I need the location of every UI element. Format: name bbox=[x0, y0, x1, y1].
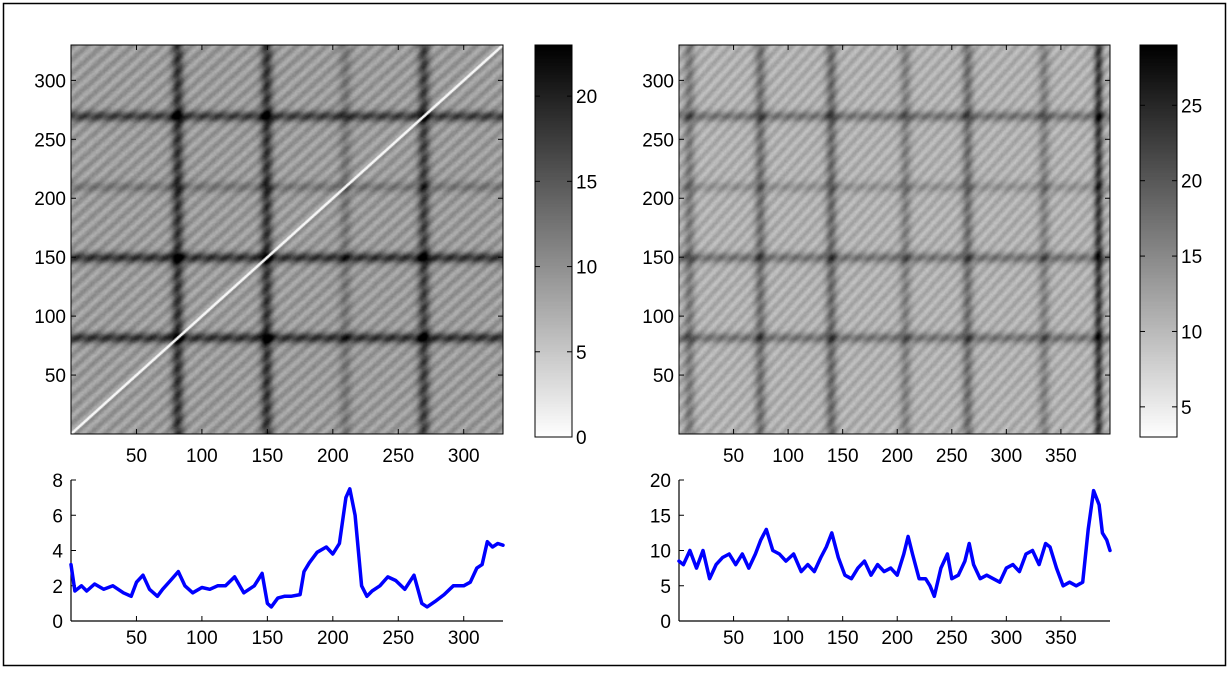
heatmap-right: 50 100 150 200 250 300 350 50 100 150 200 250 300 bbox=[642, 44, 1111, 467]
colorbar-tick-label: 20 bbox=[1181, 172, 1202, 193]
x-tick-label: 200 bbox=[317, 628, 349, 649]
y-tick-label: 150 bbox=[642, 248, 674, 269]
x-tick-label: 50 bbox=[126, 628, 147, 649]
y-tick-label: 300 bbox=[642, 71, 674, 92]
line-plot-right-series bbox=[677, 488, 1112, 599]
x-tick-label: 250 bbox=[936, 628, 968, 649]
colorbar-tick-label: 20 bbox=[576, 87, 597, 108]
heatmap-right-frame bbox=[678, 44, 1111, 435]
colorbar-tick-label: 0 bbox=[576, 428, 587, 449]
y-tick-label: 6 bbox=[52, 506, 63, 527]
y-tick-label: 200 bbox=[34, 189, 66, 210]
x-tick-label: 100 bbox=[186, 628, 218, 649]
x-tick-label: 300 bbox=[448, 628, 480, 649]
y-tick-label: 50 bbox=[653, 366, 674, 387]
colorbar-right: 5 10 15 20 25 bbox=[1139, 44, 1202, 438]
y-tick-label: 10 bbox=[650, 542, 671, 563]
colorbar-tick-label: 5 bbox=[576, 343, 587, 364]
colorbar-left-frame bbox=[534, 44, 573, 438]
x-tick-label: 150 bbox=[252, 628, 284, 649]
y-tick-label: 200 bbox=[642, 189, 674, 210]
colorbar-tick-label: 10 bbox=[576, 258, 597, 279]
x-tick-label: 200 bbox=[881, 446, 913, 467]
heatmap-left: 50 100 150 200 250 300 50 100 150 200 250 300 bbox=[34, 44, 504, 467]
x-tick-label: 300 bbox=[448, 446, 480, 467]
y-tick-label: 0 bbox=[660, 612, 671, 633]
colorbar-tick-label: 5 bbox=[1181, 398, 1192, 419]
x-tick-label: 250 bbox=[382, 628, 414, 649]
heatmap-left-ticks: 50 100 150 200 250 300 50 100 150 200 250 300 bbox=[34, 45, 503, 467]
y-tick-label: 15 bbox=[650, 506, 671, 527]
x-tick-label: 300 bbox=[990, 446, 1022, 467]
heatmap-right-image bbox=[679, 45, 1110, 434]
colorbar-tick-label: 10 bbox=[1181, 322, 1202, 343]
colorbar-left: 0 5 10 15 20 bbox=[534, 44, 597, 449]
x-tick-label: 100 bbox=[186, 446, 218, 467]
x-tick-label: 150 bbox=[827, 446, 859, 467]
line-plot-left-ticks: 50 100 150 200 250 300 0 2 4 6 8 bbox=[52, 471, 503, 649]
x-tick-label: 350 bbox=[1045, 446, 1077, 467]
colorbar-tick-label: 15 bbox=[576, 172, 597, 193]
colorbar-right-frame bbox=[1139, 44, 1178, 438]
x-tick-label: 100 bbox=[772, 628, 804, 649]
colorbar-right-image bbox=[1140, 45, 1177, 437]
x-tick-label: 200 bbox=[317, 446, 349, 467]
x-tick-label: 250 bbox=[382, 446, 414, 467]
line-plot-right: 50 100 150 200 250 300 350 0 5 10 15 20 bbox=[650, 471, 1112, 649]
colorbar-tick-label: 25 bbox=[1181, 96, 1202, 117]
colorbar-tick-label: 15 bbox=[1181, 247, 1202, 268]
x-tick-label: 300 bbox=[990, 628, 1022, 649]
line-plot-left: 50 100 150 200 250 300 0 2 4 6 8 bbox=[52, 471, 505, 649]
x-tick-label: 150 bbox=[252, 446, 284, 467]
y-tick-label: 5 bbox=[660, 577, 671, 598]
y-tick-label: 20 bbox=[650, 471, 671, 492]
y-tick-label: 50 bbox=[45, 366, 66, 387]
y-tick-label: 4 bbox=[52, 542, 63, 563]
heatmap-right-ticks: 50 100 150 200 250 300 350 50 100 150 200 250 300 bbox=[642, 45, 1110, 467]
y-tick-label: 100 bbox=[642, 307, 674, 328]
y-tick-label: 250 bbox=[642, 130, 674, 151]
heatmap-left-image bbox=[71, 45, 503, 434]
x-tick-label: 50 bbox=[723, 446, 744, 467]
line-plot-left-series bbox=[69, 487, 505, 609]
x-tick-label: 350 bbox=[1045, 628, 1077, 649]
y-tick-label: 250 bbox=[34, 130, 66, 151]
x-tick-label: 250 bbox=[936, 446, 968, 467]
y-tick-label: 100 bbox=[34, 307, 66, 328]
heatmap-left-frame bbox=[70, 44, 504, 435]
colorbar-left-ticks: 0 5 10 15 20 bbox=[535, 87, 597, 449]
y-tick-label: 8 bbox=[52, 471, 63, 492]
colorbar-right-ticks: 5 10 15 20 25 bbox=[1140, 96, 1202, 419]
y-tick-label: 0 bbox=[52, 612, 63, 633]
x-tick-label: 100 bbox=[772, 446, 804, 467]
line-plot-right-ticks: 50 100 150 200 250 300 350 0 5 10 15 20 bbox=[650, 471, 1110, 649]
colorbar-left-image bbox=[535, 45, 572, 437]
y-tick-label: 150 bbox=[34, 248, 66, 269]
y-tick-label: 2 bbox=[52, 577, 63, 598]
x-tick-label: 50 bbox=[126, 446, 147, 467]
x-tick-label: 50 bbox=[723, 628, 744, 649]
y-tick-label: 300 bbox=[34, 71, 66, 92]
x-tick-label: 150 bbox=[827, 628, 859, 649]
x-tick-label: 200 bbox=[881, 628, 913, 649]
